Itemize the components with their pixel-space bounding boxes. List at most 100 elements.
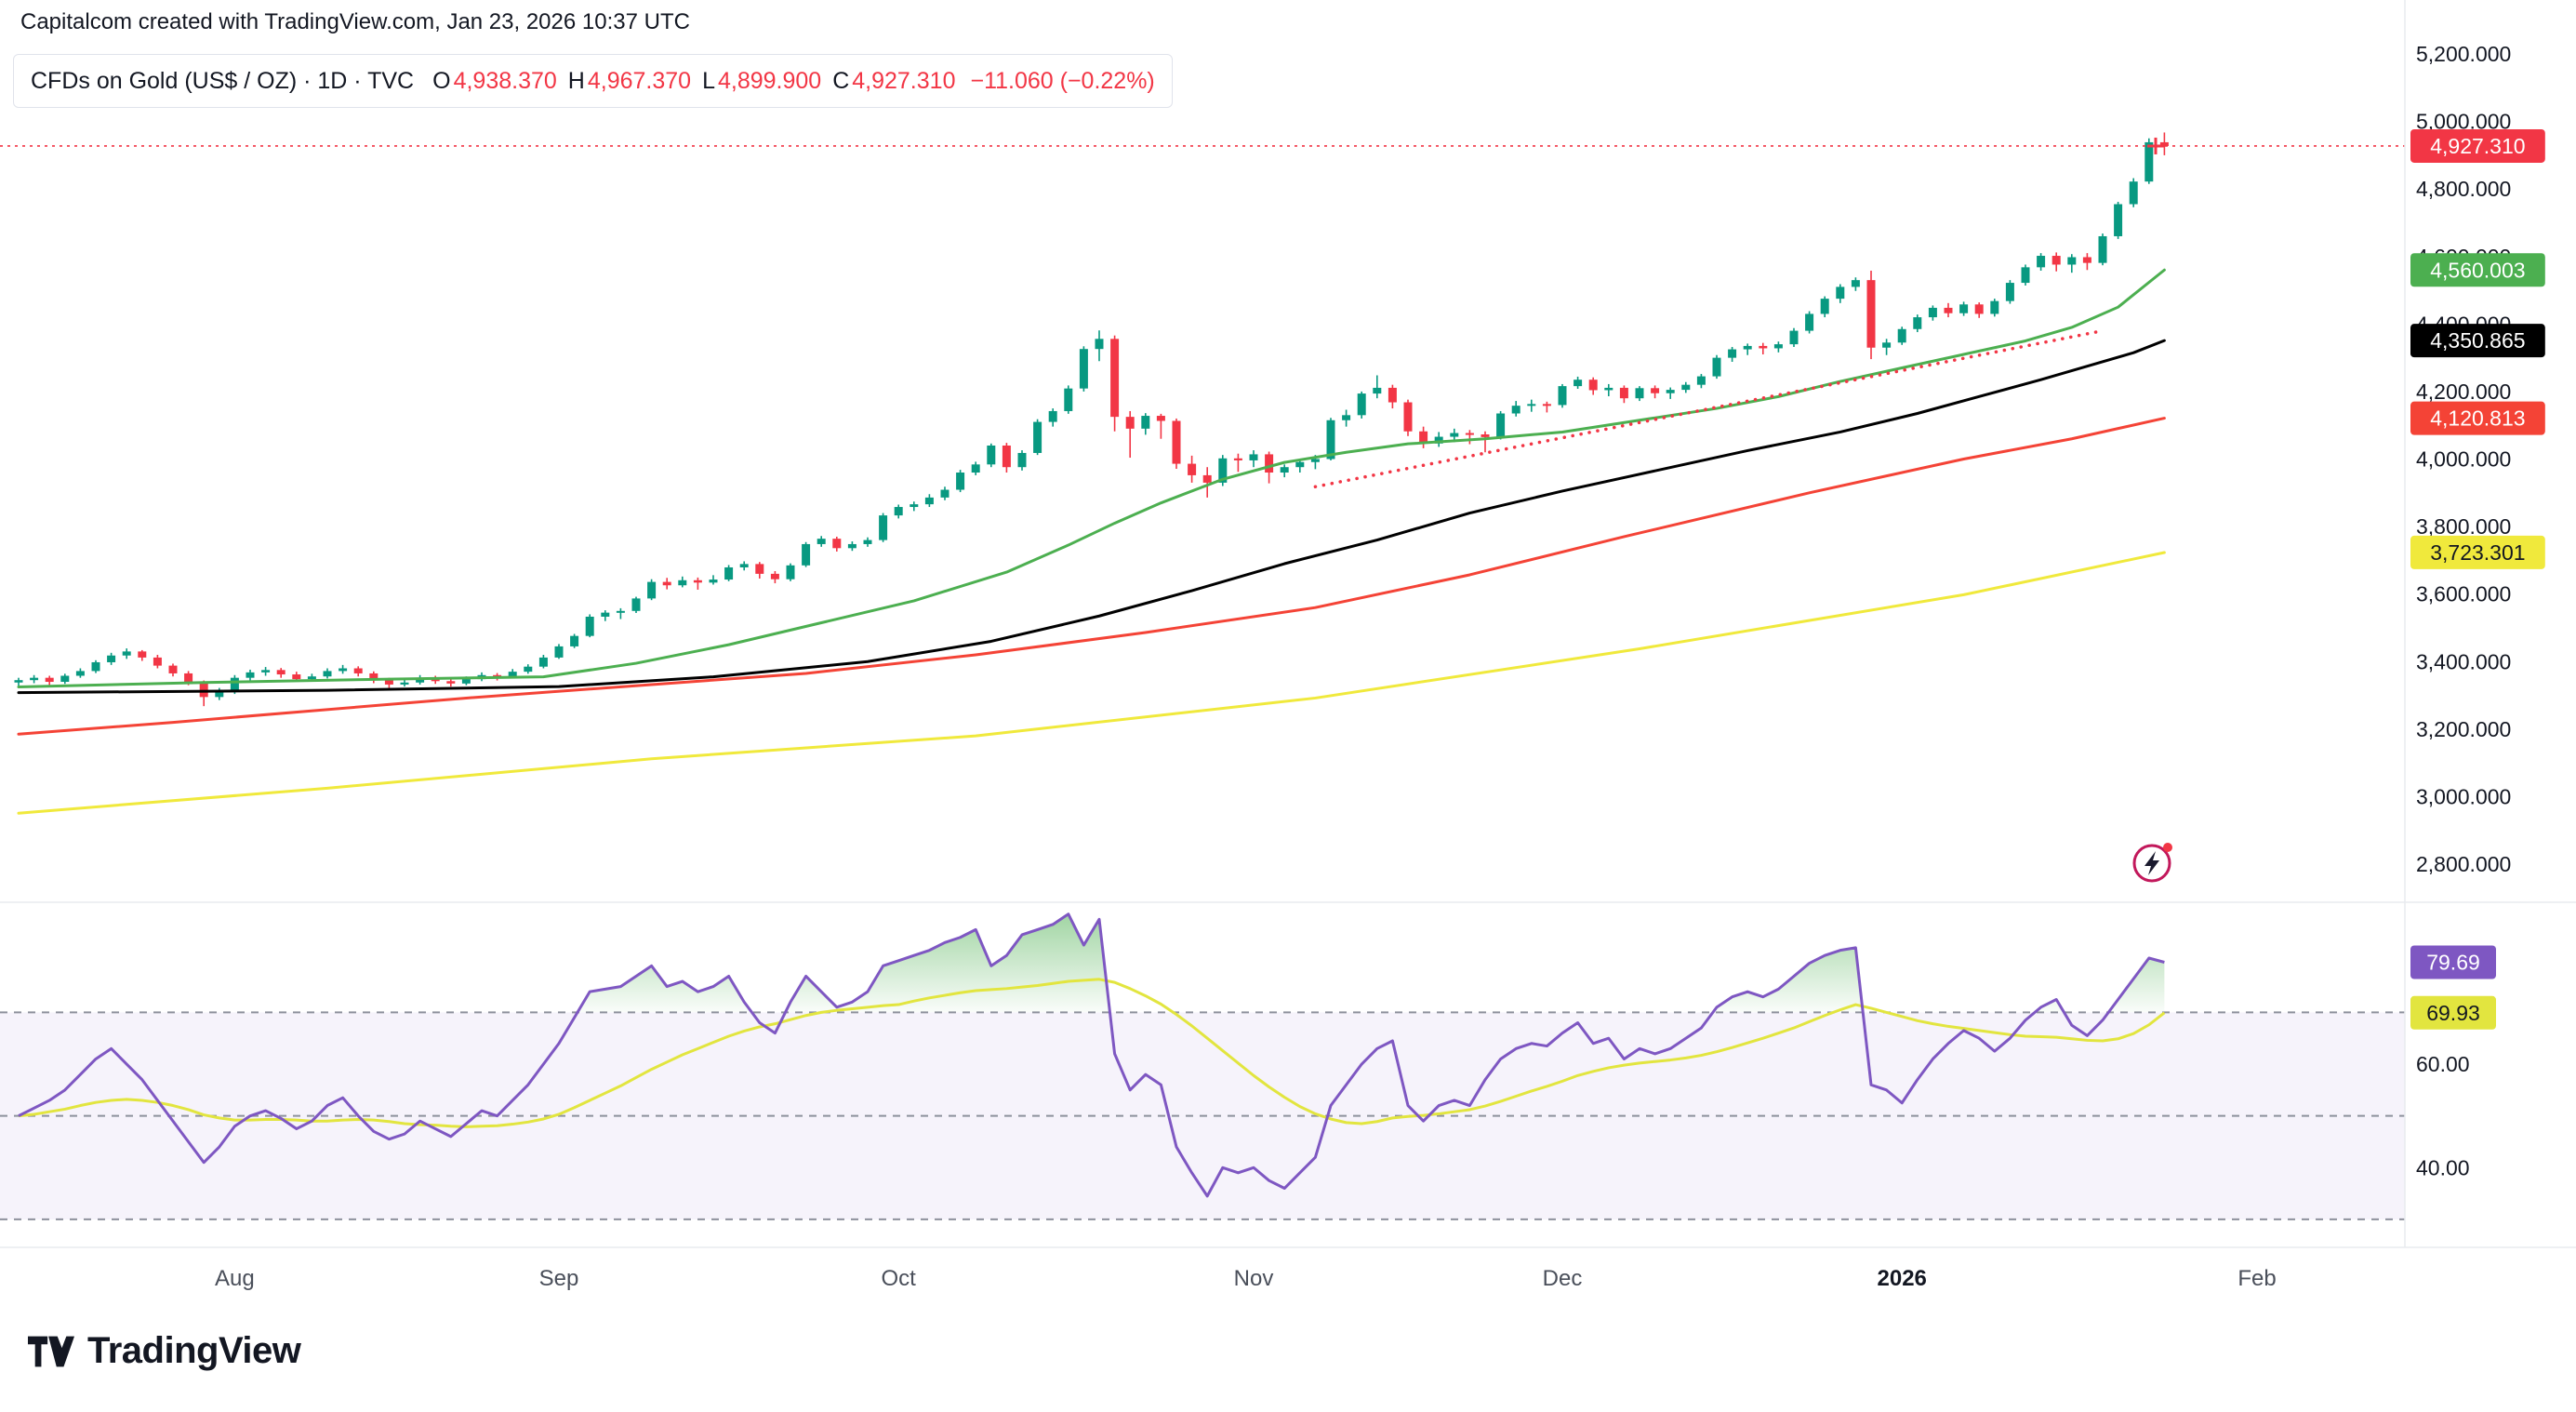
candle-body [1527, 404, 1536, 406]
candle-body [1141, 416, 1150, 429]
candle-body [1882, 342, 1892, 348]
candle-body [246, 672, 255, 678]
rsi-ma-line [18, 978, 2166, 1128]
candle-body [1959, 304, 1969, 313]
ma-green-line [17, 268, 2166, 688]
candle-body [75, 671, 85, 676]
candle-body [1156, 416, 1165, 421]
candle-body [215, 691, 224, 698]
candle-body [230, 677, 239, 692]
candle-body [369, 673, 378, 681]
time-axis-label: Feb [2237, 1266, 2276, 1291]
candle-body [832, 539, 842, 549]
candle-body [1450, 433, 1459, 437]
quick-trade-lightning-icon[interactable] [2132, 843, 2172, 883]
candle-body [1172, 420, 1181, 464]
candle-body [1851, 280, 1860, 287]
candle-body [1759, 345, 1768, 349]
price-tick-label: 4,200.000 [2416, 380, 2511, 404]
time-axis-label: 2026 [1878, 1266, 1927, 1291]
attribution-text: Capitalcom created with TradingView.com,… [20, 9, 690, 34]
ohlc-close: C 4,927.310 [832, 67, 956, 94]
candle-body [538, 657, 548, 667]
candle-body [1974, 304, 1984, 314]
rsi-tick-label: 40.00 [2416, 1155, 2470, 1179]
candle-body [924, 497, 934, 505]
candle-body [1897, 328, 1906, 343]
candle-body [508, 672, 517, 677]
candle-body [384, 680, 393, 685]
candle-body [1249, 454, 1258, 460]
candle-body [1511, 406, 1520, 414]
candle-body [1218, 458, 1228, 483]
ohlc-high: H 4,967.370 [567, 67, 692, 94]
candle-body [1913, 317, 1922, 329]
candle-body [1496, 413, 1506, 437]
axis-badge [2410, 535, 2545, 569]
candle-body [107, 655, 116, 662]
candle-body [339, 668, 348, 672]
candle-body [2037, 256, 2046, 268]
candle-body [1388, 387, 1397, 403]
candle-body [2098, 235, 2107, 263]
candle-body [199, 682, 208, 698]
candle-body [1573, 380, 1583, 387]
candle-body [616, 610, 625, 613]
axis-badge-label: 3,723.301 [2430, 540, 2525, 565]
candle-body [739, 564, 749, 567]
candle-body [45, 677, 54, 683]
tradingview-logo[interactable]: TradingView [28, 1330, 301, 1372]
candle-body [2067, 257, 2077, 265]
dotted-trendline[interactable] [1313, 328, 2105, 489]
candle-body [1820, 299, 1829, 314]
candle-body [2082, 257, 2091, 263]
change-value: −11.060 (−0.22%) [970, 67, 1155, 94]
candle-body [770, 573, 779, 579]
candle-body [1202, 474, 1212, 483]
candle-body [1928, 307, 1937, 318]
candle-body [91, 661, 100, 672]
candle-body [1079, 349, 1088, 389]
axis-badge [2410, 945, 2496, 979]
candle-body [1743, 345, 1752, 350]
candle-body [1542, 404, 1551, 406]
candle-body [1033, 421, 1042, 453]
candle-body [292, 674, 301, 680]
candle-body [1419, 431, 1428, 444]
rsi-tick-label: 60.00 [2416, 1052, 2470, 1076]
tradingview-logo-text: TradingView [87, 1330, 301, 1371]
candle-body [261, 670, 271, 673]
candle-body [1342, 415, 1351, 420]
candle-body [1990, 300, 1999, 314]
axis-badge [2410, 253, 2545, 287]
candle-body [1712, 357, 1721, 377]
candle-body [307, 676, 316, 680]
price-tick-label: 3,000.000 [2416, 784, 2511, 808]
candle-body [1635, 388, 1644, 399]
price-tick-label: 3,600.000 [2416, 582, 2511, 606]
candle-body [709, 579, 718, 583]
candle-body [724, 566, 734, 580]
candle-body [802, 543, 811, 566]
candle-body [2144, 141, 2154, 182]
candle-body [1326, 420, 1335, 460]
candle-body [30, 677, 39, 681]
time-axis-label: Dec [1543, 1266, 1583, 1291]
symbol-legend[interactable]: CFDs on Gold (US$ / OZ) · 1D · TVC O 4,93… [13, 54, 1173, 108]
candle-body [894, 507, 903, 516]
candle-body [400, 682, 409, 685]
candle-body [786, 565, 795, 579]
candle-body [1666, 390, 1675, 393]
candle-body [1836, 286, 1845, 300]
candle-body [678, 579, 687, 586]
candle-body [153, 657, 162, 666]
candle-body [1696, 376, 1706, 385]
candle-body [1434, 436, 1443, 444]
plus-marker-icon[interactable] [2147, 137, 2164, 154]
candle-body [847, 543, 856, 549]
symbol-title: CFDs on Gold (US$ / OZ) · 1D · TVC [31, 67, 415, 94]
candle-body [1110, 339, 1120, 418]
time-axis-label: Oct [882, 1266, 917, 1291]
candle-body [987, 445, 996, 465]
